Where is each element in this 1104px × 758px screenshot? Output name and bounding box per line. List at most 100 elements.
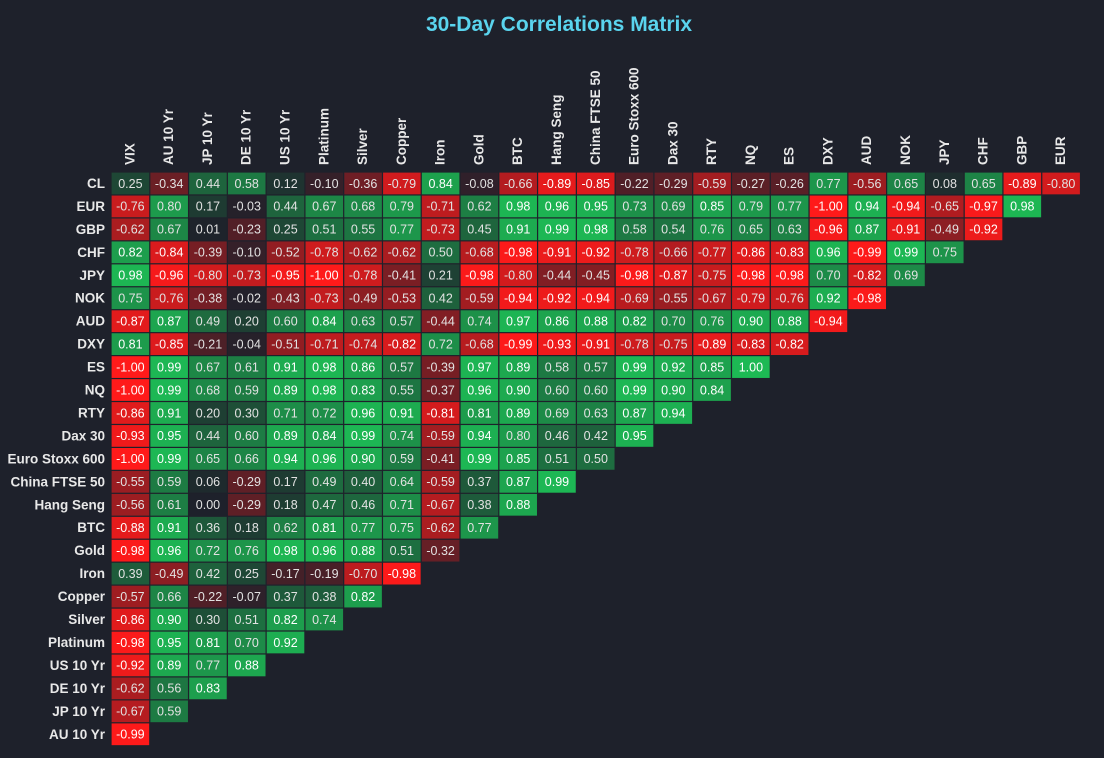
heatmap-cell bbox=[538, 470, 576, 493]
cell-value-label: 0.98 bbox=[506, 200, 530, 214]
heatmap-cell bbox=[654, 333, 693, 355]
heatmap-cell bbox=[111, 448, 150, 470]
heatmap-cell bbox=[770, 172, 809, 195]
cell-value-label: -0.52 bbox=[271, 246, 300, 260]
heatmap-cell bbox=[189, 379, 227, 401]
cell-value-label: -0.96 bbox=[155, 269, 184, 283]
heatmap-cell bbox=[460, 195, 499, 218]
cell-value-label: -0.38 bbox=[194, 292, 223, 306]
heatmap-cell bbox=[693, 356, 731, 378]
heatmap-cell bbox=[111, 654, 150, 677]
heatmap-cell bbox=[693, 310, 731, 333]
cell-value-label: -0.91 bbox=[582, 337, 611, 351]
heatmap-cell bbox=[227, 539, 266, 562]
heatmap-cell bbox=[770, 241, 809, 264]
heatmap-cell bbox=[305, 356, 344, 378]
cell-value-label: 0.95 bbox=[157, 636, 181, 650]
heatmap-cell bbox=[925, 218, 964, 241]
cell-value-label: 0.98 bbox=[584, 223, 608, 237]
heatmap-cell bbox=[344, 195, 382, 218]
heatmap-cell bbox=[499, 425, 537, 447]
cell-value-label: 0.90 bbox=[661, 383, 685, 397]
heatmap-cell bbox=[189, 264, 227, 287]
heatmap-cell bbox=[189, 608, 227, 631]
heatmap-cell bbox=[615, 287, 654, 310]
cell-value-label: -0.21 bbox=[194, 337, 223, 351]
heatmap-cell bbox=[344, 379, 382, 401]
column-label: ES bbox=[782, 147, 797, 165]
row-label: Silver bbox=[68, 612, 106, 627]
row-label: RTY bbox=[78, 405, 105, 420]
cell-value-label: 0.91 bbox=[157, 406, 181, 420]
heatmap-cell bbox=[150, 539, 188, 562]
cell-value-label: 0.77 bbox=[351, 521, 375, 535]
heatmap-cell bbox=[344, 172, 382, 195]
cell-value-label: 0.94 bbox=[467, 429, 491, 443]
cell-value-label: 0.90 bbox=[157, 613, 181, 627]
cell-value-label: 0.47 bbox=[312, 498, 336, 512]
cell-value-label: -0.59 bbox=[698, 177, 727, 191]
cell-value-label: 0.38 bbox=[467, 498, 491, 512]
cell-value-label: -0.66 bbox=[659, 246, 688, 260]
heatmap-cell bbox=[732, 287, 770, 310]
cell-value-label: -0.99 bbox=[853, 246, 882, 260]
heatmap-cell bbox=[925, 172, 964, 195]
heatmap-cell bbox=[732, 310, 770, 333]
cell-value-label: 0.87 bbox=[506, 475, 530, 489]
column-label: Euro Stoxx 600 bbox=[627, 67, 642, 165]
heatmap-cell bbox=[654, 218, 693, 241]
heatmap-cell bbox=[421, 172, 460, 195]
heatmap-cell bbox=[615, 310, 654, 333]
cell-value-label: 0.50 bbox=[584, 452, 608, 466]
cell-value-label: 0.63 bbox=[777, 223, 801, 237]
cell-value-label: 0.99 bbox=[351, 429, 375, 443]
heatmap-cell bbox=[538, 356, 576, 378]
cell-value-label: -0.37 bbox=[426, 383, 455, 397]
cell-value-label: -0.95 bbox=[271, 269, 300, 283]
cell-value-label: 0.92 bbox=[816, 292, 840, 306]
heatmap-cell bbox=[150, 585, 188, 608]
cell-value-label: 0.68 bbox=[196, 383, 220, 397]
cell-value-label: 0.30 bbox=[235, 406, 259, 420]
cell-value-label: -0.91 bbox=[892, 223, 921, 237]
row-label: Euro Stoxx 600 bbox=[7, 451, 105, 466]
heatmap-cell bbox=[693, 264, 731, 287]
cell-value-label: 0.49 bbox=[312, 475, 336, 489]
column-label: DXY bbox=[820, 137, 835, 165]
row-label: ES bbox=[87, 360, 105, 375]
cell-value-label: -0.39 bbox=[194, 246, 223, 260]
cell-value-label: 0.40 bbox=[351, 475, 375, 489]
heatmap-cell bbox=[266, 470, 305, 493]
heatmap-cell bbox=[848, 195, 886, 218]
cell-value-label: 0.49 bbox=[196, 314, 220, 328]
heatmap-cell bbox=[305, 608, 344, 631]
cell-value-label: 0.74 bbox=[390, 429, 414, 443]
cell-value-label: -0.62 bbox=[116, 223, 145, 237]
heatmap-cell bbox=[189, 677, 227, 700]
cell-value-label: 0.12 bbox=[273, 177, 297, 191]
row-label: Copper bbox=[58, 589, 106, 604]
cell-value-label: 0.45 bbox=[467, 223, 491, 237]
heatmap-cell bbox=[615, 172, 654, 195]
row-label: Platinum bbox=[48, 635, 105, 650]
cell-value-label: -0.65 bbox=[931, 200, 960, 214]
heatmap-cell bbox=[383, 195, 421, 218]
cell-value-label: 0.96 bbox=[312, 544, 336, 558]
heatmap-cell bbox=[576, 241, 615, 264]
cell-value-label: 0.98 bbox=[312, 360, 336, 374]
heatmap-cell bbox=[150, 333, 188, 355]
cell-value-label: 0.87 bbox=[157, 314, 181, 328]
cell-value-label: 0.60 bbox=[584, 383, 608, 397]
heatmap-cell bbox=[305, 333, 344, 355]
heatmap-cell bbox=[538, 172, 576, 195]
cell-value-label: 0.88 bbox=[235, 659, 259, 673]
heatmap-cell bbox=[538, 425, 576, 447]
chart-title: 30-Day Correlations Matrix bbox=[425, 13, 693, 36]
cell-value-label: 0.65 bbox=[971, 177, 995, 191]
row-label: US 10 Yr bbox=[50, 658, 106, 673]
heatmap-cell bbox=[266, 585, 305, 608]
cell-value-label: -0.87 bbox=[116, 314, 145, 328]
cell-value-label: -0.36 bbox=[349, 177, 378, 191]
heatmap-cell bbox=[189, 631, 227, 654]
cell-value-label: -0.98 bbox=[620, 269, 649, 283]
